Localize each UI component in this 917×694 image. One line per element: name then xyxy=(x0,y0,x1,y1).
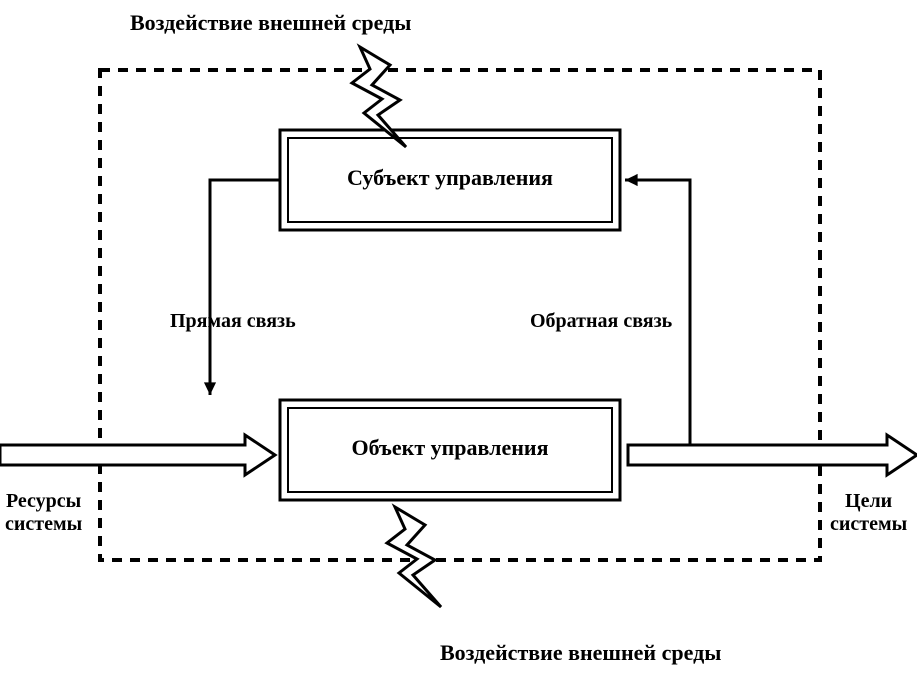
label-top-env: Воздействие внешней среды xyxy=(130,10,411,36)
diagram-canvas xyxy=(0,0,917,694)
node-subject-label: Субъект управления xyxy=(280,165,620,191)
node-object-label: Объект управления xyxy=(280,435,620,461)
label-direct: Прямая связь xyxy=(170,310,296,333)
label-goals: Цели системы xyxy=(830,490,907,536)
label-bottom-env: Воздействие внешней среды xyxy=(440,640,721,666)
label-resources: Ресурсы системы xyxy=(5,490,82,536)
label-feedback: Обратная связь xyxy=(530,310,672,333)
